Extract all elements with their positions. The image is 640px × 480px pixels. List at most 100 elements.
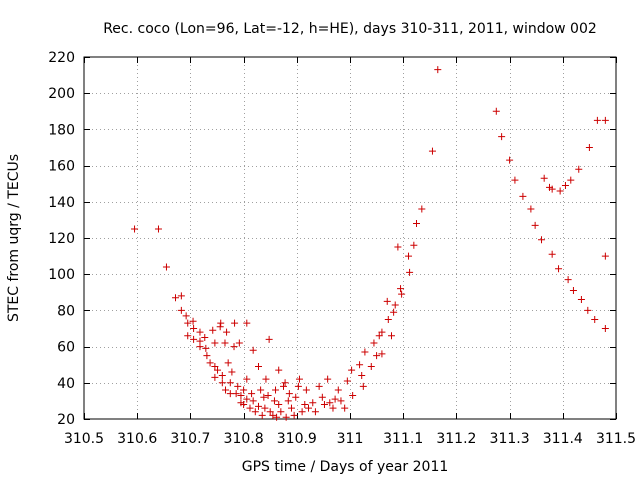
data-point [285,390,293,398]
data-point [189,317,197,325]
data-point [257,386,265,394]
x-tick-label: 311.3 [490,431,530,447]
data-point [384,315,392,323]
data-point [281,379,289,387]
data-point [269,411,277,419]
data-point [434,66,442,74]
data-point [216,323,224,331]
y-tick-label: 180 [48,122,75,138]
data-point [378,350,386,358]
data-point [348,366,356,374]
data-point [538,236,546,244]
data-point [287,404,295,412]
data-point [394,243,402,251]
data-point [231,319,239,327]
data-point [567,176,575,184]
y-tick-label: 20 [57,412,75,428]
data-point [548,185,556,193]
data-point [154,225,162,233]
x-tick-label: 310.6 [117,431,157,447]
data-point [209,326,217,334]
data-point [261,404,269,412]
data-point [272,386,280,394]
data-point [311,408,319,416]
data-point [275,366,283,374]
data-points [131,66,609,421]
data-point [511,176,519,184]
data-point [601,252,609,260]
y-tick-label: 100 [48,267,75,283]
data-point [226,379,234,387]
data-point [248,390,256,398]
data-point [405,252,413,260]
data-point [222,386,230,394]
data-point [331,395,339,403]
data-point [262,375,270,383]
data-point [531,221,539,229]
data-point [273,413,281,421]
data-point [295,375,303,383]
data-point [232,390,240,398]
data-point [240,401,248,409]
data-point [172,294,180,302]
chart-title: Rec. coco (Lon=96, Lat=-12, h=HE), days … [103,21,597,37]
grid-lines [84,57,616,419]
data-point [280,382,287,390]
data-point [320,401,328,409]
data-point [246,404,254,412]
data-point [203,352,211,360]
data-point [410,241,418,249]
x-tick-label: 310.5 [64,431,104,447]
data-point [298,408,306,416]
data-point [569,286,577,294]
data-point [398,290,406,298]
y-tick-label: 120 [48,231,75,247]
data-point [506,156,514,164]
data-point [235,339,243,347]
data-point [243,319,251,327]
data-point [593,116,601,124]
data-point [243,395,251,403]
data-point [349,391,357,399]
y-tick-label: 140 [48,195,75,211]
y-tick-labels: 20 40 60 80 100 120 140 160 180 200 220 [48,50,75,428]
data-point [182,312,190,320]
data-point [337,397,345,405]
data-point [202,344,210,352]
data-point [329,404,337,412]
data-point [294,382,302,390]
data-point [243,375,251,383]
data-point [292,393,300,401]
data-point [527,205,535,213]
data-point [519,192,527,200]
data-point [575,165,583,173]
data-point [356,361,364,369]
data-point [397,285,405,293]
data-point [540,174,548,182]
data-point [326,399,334,407]
data-point [301,401,309,409]
data-point [190,325,198,332]
data-point [184,319,192,327]
data-point [334,386,342,394]
data-point [555,265,563,273]
data-point [162,263,170,271]
data-point [343,377,351,385]
x-tick-label: 311 [337,431,364,447]
data-point [266,408,274,416]
data-point [228,368,236,376]
data-point [359,382,367,390]
data-point [226,390,234,398]
data-point [224,359,232,367]
data-point [211,363,219,371]
data-point [601,325,609,332]
data-point [601,116,609,124]
y-tick-label: 40 [57,376,75,392]
data-point [341,404,349,412]
data-point [290,411,298,419]
data-point [564,276,572,284]
data-point [406,268,414,276]
data-point [302,386,310,394]
data-point [492,107,500,115]
